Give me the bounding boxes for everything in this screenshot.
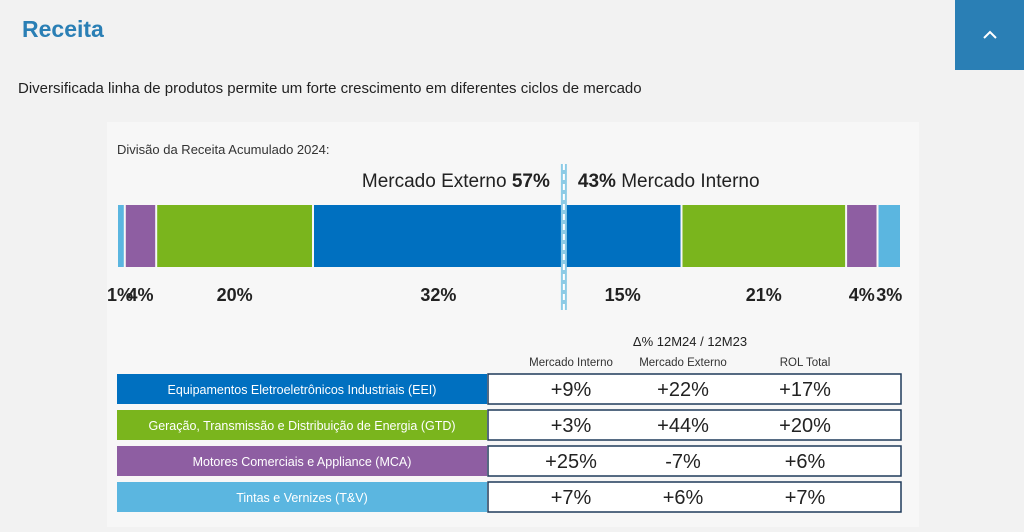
bar-segment-7 xyxy=(847,205,877,267)
table-row: Equipamentos Eletroeletrônicos Industria… xyxy=(117,373,902,405)
segment-label-5: 15% xyxy=(605,285,641,305)
row-category-label: Geração, Transmissão e Distribuição de E… xyxy=(148,419,455,433)
table-row: Geração, Transmissão e Distribuição de E… xyxy=(117,409,902,441)
row-value-3: +17% xyxy=(779,379,831,401)
group-label-internal: 43% Mercado Interno xyxy=(578,171,760,192)
market-group-labels: Mercado Externo 57% 43% Mercado Interno xyxy=(362,171,760,192)
table-column-header-1: Mercado Interno xyxy=(529,357,613,369)
row-values-cell xyxy=(487,373,902,405)
row-values-cell xyxy=(487,409,902,441)
revenue-split-chart: Divisão da Receita Acumulado 2024: Merca… xyxy=(107,142,902,310)
table-title: Δ% 12M24 / 12M23 xyxy=(633,334,747,349)
row-values-cell xyxy=(487,445,902,477)
page-title: Receita xyxy=(22,16,104,42)
page-subtitle: Diversificada linha de produtos permite … xyxy=(18,80,642,97)
row-value-3: +6% xyxy=(785,451,826,473)
row-value-3: +20% xyxy=(779,415,831,437)
row-value-1: +9% xyxy=(551,379,592,401)
row-value-3: +7% xyxy=(785,487,826,509)
row-category-cell xyxy=(117,410,487,440)
bar-segment-2 xyxy=(125,205,156,267)
row-values-cell xyxy=(487,481,902,513)
row-value-2: +44% xyxy=(657,415,709,437)
segment-label-1: 1% xyxy=(107,285,133,305)
row-value-1: +25% xyxy=(545,451,597,473)
group-label-external: Mercado Externo 57% xyxy=(362,171,550,192)
bar-segments xyxy=(118,205,900,267)
chart-title: Divisão da Receita Acumulado 2024: xyxy=(117,142,329,157)
growth-table: Δ% 12M24 / 12M23 Mercado Interno Mercado … xyxy=(117,334,902,513)
segment-label-6: 21% xyxy=(746,285,782,305)
row-value-2: -7% xyxy=(665,451,701,473)
segment-label-7: 4% xyxy=(849,285,875,305)
bar-segment-4 xyxy=(314,205,563,267)
chart-panel: Divisão da Receita Acumulado 2024: Merca… xyxy=(107,122,919,527)
row-value-2: +6% xyxy=(663,487,704,509)
row-value-1: +3% xyxy=(551,415,592,437)
table-rows: Equipamentos Eletroeletrônicos Industria… xyxy=(117,373,902,513)
row-category-label: Motores Comerciais e Appliance (MCA) xyxy=(193,455,412,469)
chevron-up-icon xyxy=(982,30,997,39)
row-value-2: +22% xyxy=(657,379,709,401)
collapse-button[interactable] xyxy=(955,0,1024,70)
bar-segment-1 xyxy=(118,205,124,267)
segment-label-8: 3% xyxy=(876,285,902,305)
row-category-cell xyxy=(117,446,487,476)
table-headers: Mercado Interno Mercado Externo ROL Total xyxy=(529,357,830,369)
bar-segment-3 xyxy=(157,205,312,267)
table-row: Tintas e Vernizes (T&V) +7% +6% +7% xyxy=(117,481,902,513)
row-category-cell xyxy=(117,374,487,404)
row-category-label: Equipamentos Eletroeletrônicos Industria… xyxy=(168,383,437,397)
row-value-1: +7% xyxy=(551,487,592,509)
table-column-header-3: ROL Total xyxy=(780,357,831,369)
segment-label-2: 4% xyxy=(127,285,153,305)
segment-label-3: 20% xyxy=(217,285,253,305)
table-row: Motores Comerciais e Appliance (MCA) +25%… xyxy=(117,445,902,477)
segment-labels: 1%4% 20% 32% 15% 21% 4% 3% xyxy=(107,285,902,305)
table-column-header-2: Mercado Externo xyxy=(639,357,727,369)
bar-segment-5 xyxy=(564,205,681,267)
bar-segment-8 xyxy=(878,205,900,267)
row-category-label: Tintas e Vernizes (T&V) xyxy=(236,491,368,505)
segment-label-4: 32% xyxy=(420,285,456,305)
row-category-cell xyxy=(117,482,487,512)
bar-segment-6 xyxy=(682,205,846,267)
